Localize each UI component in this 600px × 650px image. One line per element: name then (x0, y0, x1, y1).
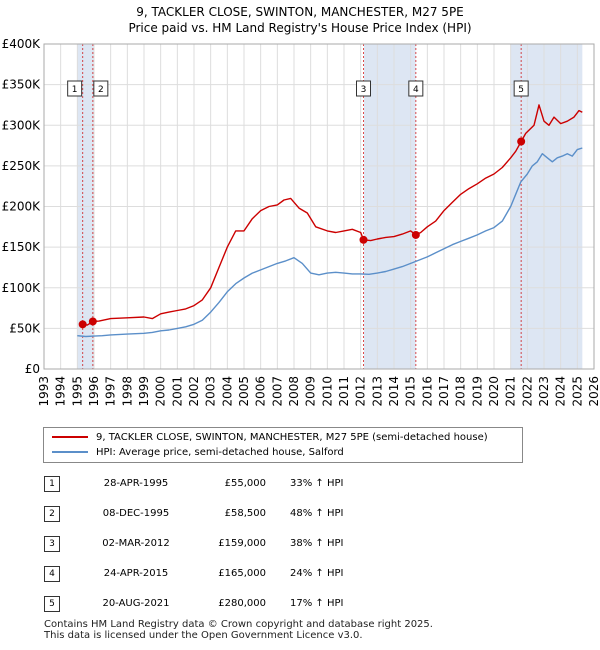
x-tick-label: 2006 (254, 376, 268, 407)
transaction-date: 24-APR-2015 (103, 568, 169, 579)
transaction-date: 02-MAR-2012 (102, 538, 170, 549)
sale-number-box (356, 80, 371, 97)
x-tick-label: 2019 (470, 376, 484, 407)
legend-item-property: 9, TACKLER CLOSE, SWINTON, MANCHESTER, M… (52, 431, 488, 445)
transaction-date: 08-DEC-1995 (102, 508, 170, 519)
transaction-number: 1 (44, 476, 60, 492)
x-tick-label: 2013 (370, 376, 384, 407)
footer-copyright: Contains HM Land Registry data © Crown c… (44, 619, 433, 630)
x-tick-label: 2026 (587, 376, 600, 407)
x-tick-label: 2016 (420, 376, 434, 407)
chart-title: 9, TACKLER CLOSE, SWINTON, MANCHESTER, M… (0, 4, 600, 36)
y-tick-label: £250K (2, 159, 42, 173)
sale-number-label: 5 (518, 85, 524, 95)
series-line-hpi (77, 147, 583, 338)
sale-point (517, 137, 526, 146)
y-tick-label: £50K (9, 321, 41, 335)
x-tick-label: 2000 (154, 376, 168, 407)
y-tick-label: £400K (2, 37, 42, 51)
sale-number-label: 4 (413, 85, 419, 95)
legend-label-hpi: HPI: Average price, semi-detached house,… (96, 447, 344, 458)
chart-title-line1: 9, TACKLER CLOSE, SWINTON, MANCHESTER, M… (136, 5, 464, 19)
transaction-hpi: 24% ↑ HPI (290, 568, 344, 579)
x-tick-label: 2004 (220, 376, 234, 407)
sale-number-box (93, 80, 109, 97)
x-tick-label: 2005 (237, 376, 251, 407)
table-row: 2 08-DEC-1995 £58,500 48% ↑ HPI (44, 506, 444, 524)
table-row: 5 20-AUG-2021 £280,000 17% ↑ HPI (44, 596, 444, 614)
y-tick-label: £0 (25, 362, 40, 376)
transaction-hpi: 17% ↑ HPI (290, 598, 344, 609)
sale-number-box (408, 80, 424, 97)
sale-point (88, 317, 97, 326)
sale-point (359, 235, 368, 244)
x-tick-label: 2002 (187, 376, 201, 407)
x-tick-label: 2007 (270, 376, 284, 407)
x-tick-label: 2015 (404, 376, 418, 407)
x-tick-label: 2021 (504, 376, 518, 407)
legend: 9, TACKLER CLOSE, SWINTON, MANCHESTER, M… (43, 427, 523, 463)
transaction-number: 2 (44, 506, 60, 522)
sale-number-box (67, 80, 83, 97)
x-tick-label: 2008 (287, 376, 301, 407)
transaction-price: £58,500 (224, 508, 266, 519)
transaction-price: £165,000 (218, 568, 266, 579)
transaction-price: £280,000 (218, 598, 266, 609)
plot-frame (43, 43, 595, 370)
footer-license: This data is licensed under the Open Gov… (44, 630, 363, 641)
table-row: 3 02-MAR-2012 £159,000 38% ↑ HPI (44, 536, 444, 554)
x-tick-label: 1996 (87, 376, 101, 407)
y-tick-label: £100K (2, 281, 42, 295)
legend-swatch-hpi (52, 451, 88, 453)
x-tick-label: 2003 (204, 376, 218, 407)
transaction-hpi: 38% ↑ HPI (290, 538, 344, 549)
x-tick-label: 2014 (387, 376, 401, 407)
x-tick-label: 2025 (570, 376, 584, 407)
x-tick-label: 1994 (54, 376, 68, 407)
x-tick-label: 1995 (70, 376, 84, 407)
sale-number-label: 3 (361, 85, 367, 95)
legend-item-hpi: HPI: Average price, semi-detached house,… (52, 446, 344, 460)
sale-point (411, 230, 420, 239)
x-tick-label: 2023 (537, 376, 551, 407)
y-tick-label: £300K (2, 118, 42, 132)
x-tick-label: 2022 (520, 376, 534, 407)
legend-label-property: 9, TACKLER CLOSE, SWINTON, MANCHESTER, M… (96, 432, 488, 443)
transaction-hpi: 33% ↑ HPI (290, 478, 344, 489)
transaction-number: 4 (44, 566, 60, 582)
y-tick-label: £350K (2, 78, 42, 92)
transaction-price: £55,000 (224, 478, 266, 489)
x-tick-label: 1993 (37, 376, 51, 407)
x-tick-label: 1999 (137, 376, 151, 407)
x-tick-label: 2018 (454, 376, 468, 407)
x-tick-label: 2009 (304, 376, 318, 407)
transaction-hpi: 48% ↑ HPI (290, 508, 344, 519)
price-chart: £0 £50K £100K £150K £200K £250K £300K £350K £400… (2, 37, 600, 407)
sale-number-label: 1 (72, 85, 78, 95)
transaction-number: 3 (44, 536, 60, 552)
y-tick-label: £150K (2, 240, 42, 254)
table-row: 4 24-APR-2015 £165,000 24% ↑ HPI (44, 566, 444, 584)
transaction-price: £159,000 (218, 538, 266, 549)
transaction-date: 20-AUG-2021 (102, 598, 170, 609)
footer: Contains HM Land Registry data © Crown c… (44, 619, 433, 641)
transaction-date: 28-APR-1995 (103, 478, 169, 489)
sale-number-label: 2 (98, 85, 104, 95)
x-tick-label: 2020 (487, 376, 501, 407)
sale-point (78, 320, 87, 329)
legend-swatch-property (52, 436, 88, 438)
transaction-number: 5 (44, 596, 60, 612)
chart-title-line2: Price paid vs. HM Land Registry's House … (128, 21, 472, 35)
x-tick-label: 2017 (437, 376, 451, 407)
x-tick-label: 1998 (120, 376, 134, 407)
x-tick-label: 2012 (354, 376, 368, 407)
x-tick-label: 2011 (337, 376, 351, 407)
x-tick-label: 2010 (320, 376, 334, 407)
sale-number-box (513, 80, 529, 97)
table-row: 1 28-APR-1995 £55,000 33% ↑ HPI (44, 476, 444, 494)
y-tick-label: £200K (2, 200, 42, 214)
x-tick-label: 2024 (554, 376, 568, 407)
x-tick-label: 1997 (104, 376, 118, 407)
x-tick-label: 2001 (170, 376, 184, 407)
